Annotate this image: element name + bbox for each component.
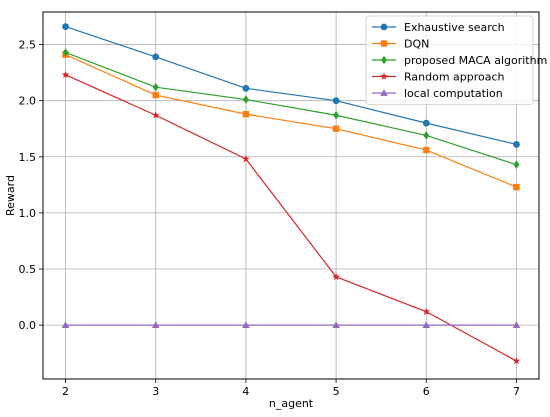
series-line xyxy=(65,54,517,188)
data-point xyxy=(242,321,250,328)
y-tick-label: 1.0 xyxy=(19,207,37,220)
data-point xyxy=(422,307,431,315)
y-tick-label: 0.5 xyxy=(19,263,37,276)
data-point xyxy=(61,321,70,328)
data-point xyxy=(332,321,340,328)
data-point xyxy=(513,183,520,191)
y-tick-label: 1.5 xyxy=(19,151,37,164)
data-point xyxy=(332,125,340,132)
data-point xyxy=(242,155,250,163)
y-tick-label: 2.5 xyxy=(19,39,37,52)
data-point xyxy=(381,55,387,65)
x-tick-label: 2 xyxy=(62,385,69,398)
data-point xyxy=(242,95,249,104)
y-tick-label: 0.0 xyxy=(19,319,37,332)
x-axis-label: n_agent xyxy=(269,397,314,410)
legend-entry: DQN xyxy=(372,38,429,51)
data-point xyxy=(61,70,70,79)
legend-box xyxy=(365,15,534,105)
legend-label: Random approach xyxy=(404,71,505,84)
series-line xyxy=(65,26,517,146)
data-point xyxy=(152,82,159,92)
data-point xyxy=(152,53,160,61)
data-point xyxy=(422,119,430,127)
y-tick-label: 2.0 xyxy=(19,95,37,108)
data-point xyxy=(380,72,388,80)
plot-frame xyxy=(42,11,540,380)
legend-entry: Random approach xyxy=(372,71,505,84)
series-local-computation xyxy=(61,321,521,328)
data-point xyxy=(380,40,388,47)
data-point xyxy=(422,321,431,328)
legend-label: DQN xyxy=(404,38,429,51)
series-group xyxy=(61,23,521,365)
data-point xyxy=(332,272,340,281)
data-point xyxy=(512,357,521,365)
legend-label: proposed MACA algorithm xyxy=(404,54,547,67)
legend-label: local computation xyxy=(404,87,503,100)
data-point xyxy=(380,23,388,31)
data-point xyxy=(242,84,250,92)
data-point xyxy=(242,110,250,118)
data-point xyxy=(152,91,159,99)
legend-entry: Exhaustive search xyxy=(372,21,505,34)
axis-ticks: 2 3 4 5 6 7 0.0 0.5 1.0 1.5 2.0 2.5 xyxy=(19,39,520,398)
x-tick-label: 5 xyxy=(333,385,340,398)
data-point xyxy=(62,23,69,30)
legend-entry: local computation xyxy=(372,87,503,100)
data-point xyxy=(151,321,160,328)
data-point xyxy=(512,321,521,328)
data-point xyxy=(62,48,69,57)
series-line xyxy=(65,74,517,362)
data-point xyxy=(380,89,388,96)
legend-label: Exhaustive search xyxy=(404,21,505,34)
series-proposed-maca-algorithm xyxy=(62,48,520,169)
data-point xyxy=(332,97,340,105)
data-point xyxy=(333,111,340,120)
series-exhaustive-search xyxy=(62,23,520,148)
x-tick-label: 6 xyxy=(423,385,430,398)
data-point xyxy=(151,111,160,119)
data-point xyxy=(513,160,520,169)
legend-entry: proposed MACA algorithm xyxy=(372,54,547,67)
series-random-approach xyxy=(61,70,521,365)
series-line xyxy=(65,51,517,166)
x-tick-label: 7 xyxy=(513,385,520,398)
y-axis-label: Reward xyxy=(4,175,17,216)
data-point xyxy=(423,146,430,154)
data-point xyxy=(423,131,430,140)
x-tick-label: 4 xyxy=(242,385,249,398)
legend: Exhaustive search DQN proposed MACA algori… xyxy=(365,15,547,105)
data-point xyxy=(513,141,520,148)
x-tick-label: 3 xyxy=(152,385,159,398)
